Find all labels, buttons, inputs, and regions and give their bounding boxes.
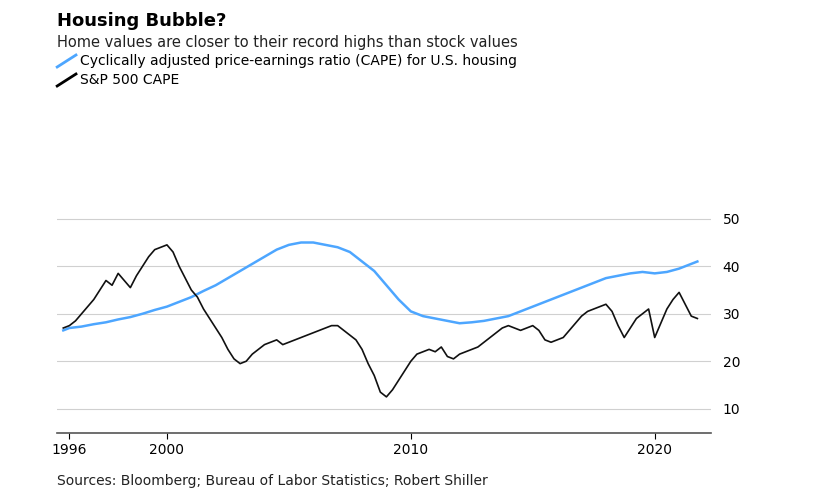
- Text: Sources: Bloomberg; Bureau of Labor Statistics; Robert Shiller: Sources: Bloomberg; Bureau of Labor Stat…: [57, 474, 488, 488]
- Text: Home values are closer to their record highs than stock values: Home values are closer to their record h…: [57, 35, 518, 50]
- Text: Cyclically adjusted price-earnings ratio (CAPE) for U.S. housing: Cyclically adjusted price-earnings ratio…: [80, 54, 517, 68]
- Text: S&P 500 CAPE: S&P 500 CAPE: [80, 73, 179, 87]
- Text: Housing Bubble?: Housing Bubble?: [57, 12, 226, 30]
